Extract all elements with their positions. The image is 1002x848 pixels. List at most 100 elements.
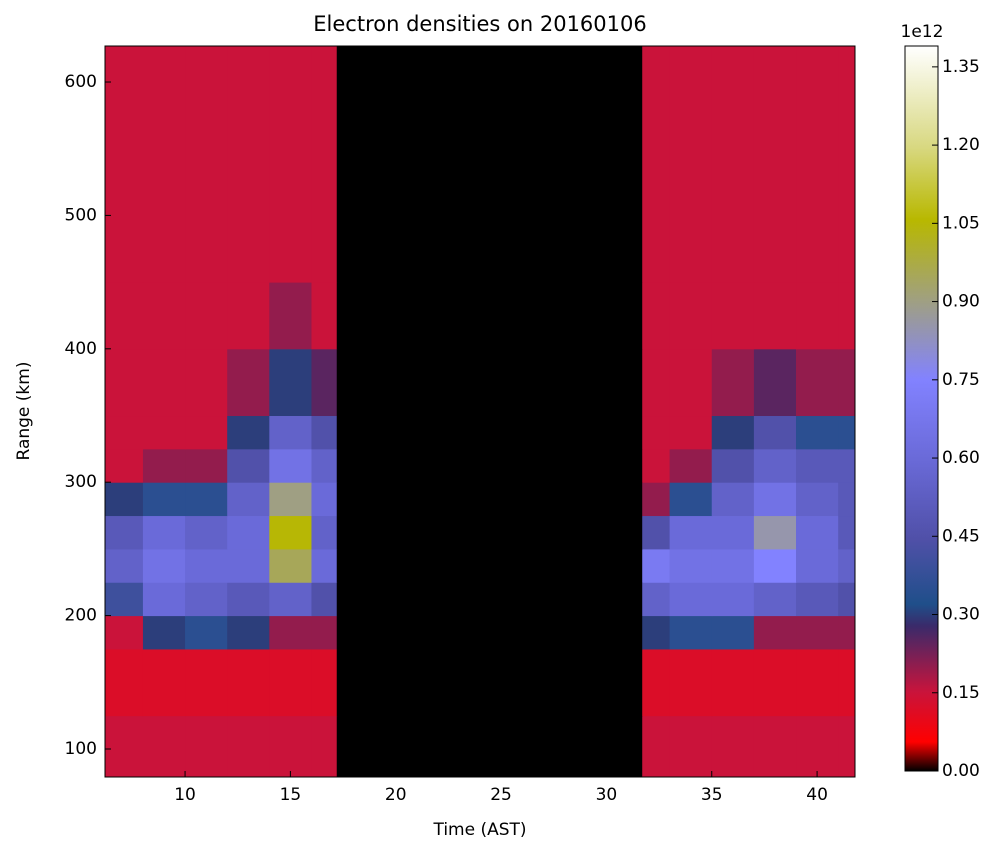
heatmap-cell [753, 582, 797, 617]
heatmap-cell [185, 548, 228, 583]
heatmap-cell [336, 348, 643, 417]
heatmap-cell [711, 448, 755, 483]
heatmap-cell [753, 515, 797, 550]
heatmap-cell [336, 582, 643, 617]
heatmap-cell [105, 482, 144, 517]
heatmap-cell [838, 482, 856, 517]
heatmap-cell [185, 715, 228, 778]
heatmap-cell [227, 482, 270, 517]
heatmap-cell [838, 648, 856, 717]
heatmap-cell [336, 648, 643, 717]
heatmap-cell [142, 648, 186, 717]
heatmap-cell [269, 348, 312, 417]
heatmap-cell [142, 282, 186, 350]
heatmap-cell [711, 615, 755, 650]
colorbar-tick-label: 0.60 [942, 448, 980, 468]
heatmap-cell [838, 46, 856, 283]
heatmap-cell [185, 415, 228, 450]
heatmap-cell [311, 348, 338, 417]
heatmap-cell [311, 282, 338, 350]
heatmap-cell [711, 46, 755, 283]
heatmap-cell [753, 648, 797, 717]
heatmap-cell [142, 548, 186, 583]
heatmap-cell [227, 515, 270, 550]
heatmap-cell [185, 482, 228, 517]
colorbar-tick-label: 0.30 [942, 605, 980, 625]
heatmap-cell [796, 548, 839, 583]
heatmap-cell [669, 548, 713, 583]
heatmap-cell [711, 582, 755, 617]
heatmap-cell [642, 715, 671, 778]
heatmap-cell [796, 415, 839, 450]
heatmap-cell [311, 448, 338, 483]
heatmap-cell [185, 46, 228, 283]
heatmap-cell [796, 582, 839, 617]
heatmap-cell [105, 348, 144, 417]
heatmap-cell [796, 448, 839, 483]
x-tick-label: 20 [385, 785, 407, 805]
heatmap-cell [227, 415, 270, 450]
heatmap-cell [796, 648, 839, 717]
heatmap-cell [269, 448, 312, 483]
heatmap-cell [711, 348, 755, 417]
heatmap-cell [642, 46, 671, 283]
colorbar-tick-label: 0.75 [942, 370, 980, 390]
heatmap-cell [642, 482, 671, 517]
heatmap-cell [311, 46, 338, 283]
x-axis-label: Time (AST) [432, 820, 526, 840]
heatmap-cell [311, 415, 338, 450]
heatmap-cell [142, 582, 186, 617]
heatmap-cell [269, 582, 312, 617]
heatmap-cell [227, 348, 270, 417]
heatmap-cell [227, 715, 270, 778]
heatmap-cell [185, 582, 228, 617]
heatmap-cell [185, 448, 228, 483]
heatmap-cell [105, 515, 144, 550]
x-tick-label: 15 [280, 785, 302, 805]
heatmap-cell [669, 482, 713, 517]
heatmap-cell [336, 615, 643, 650]
heatmap-cell [311, 715, 338, 778]
heatmap-cell [711, 648, 755, 717]
heatmap-cell [642, 448, 671, 483]
heatmap-cell [669, 46, 713, 283]
heatmap-cell [838, 715, 856, 778]
heatmap-cell [336, 482, 643, 517]
heatmap-cell [142, 46, 186, 283]
heatmap-cell [311, 648, 338, 717]
colorbar-tick-label: 0.90 [942, 292, 980, 312]
heatmap-cell [753, 482, 797, 517]
heatmap-cell [227, 448, 270, 483]
heatmap-cell [105, 548, 144, 583]
heatmap-cell [142, 448, 186, 483]
heatmap-cell [185, 282, 228, 350]
heatmap-cell [105, 648, 144, 717]
heatmap-cell [227, 615, 270, 650]
y-tick-label: 200 [65, 606, 97, 626]
y-axis-label: Range (km) [14, 362, 34, 461]
heatmap-cell [796, 715, 839, 778]
heatmap-cell [336, 515, 643, 550]
heatmap-cell [669, 515, 713, 550]
heatmap-cell [711, 482, 755, 517]
heatmap-cell [336, 448, 643, 483]
heatmap-cell [142, 482, 186, 517]
colorbar-tick-label: 1.05 [942, 213, 980, 233]
heatmap-cell [838, 348, 856, 417]
heatmap-cell [105, 615, 144, 650]
heatmap-cell [711, 515, 755, 550]
heatmap-cell [753, 415, 797, 450]
heatmap-cell [269, 715, 312, 778]
heatmap-cell [838, 548, 856, 583]
heatmap-cell [269, 515, 312, 550]
heatmap-cell [669, 648, 713, 717]
heatmap-cell [753, 615, 797, 650]
heatmap-cell [711, 415, 755, 450]
heatmap-cell [711, 715, 755, 778]
heatmap-cell [753, 548, 797, 583]
heatmap-cell [669, 282, 713, 350]
heatmap-cell [269, 648, 312, 717]
heatmap-cell [669, 715, 713, 778]
heatmap-cell [796, 615, 839, 650]
